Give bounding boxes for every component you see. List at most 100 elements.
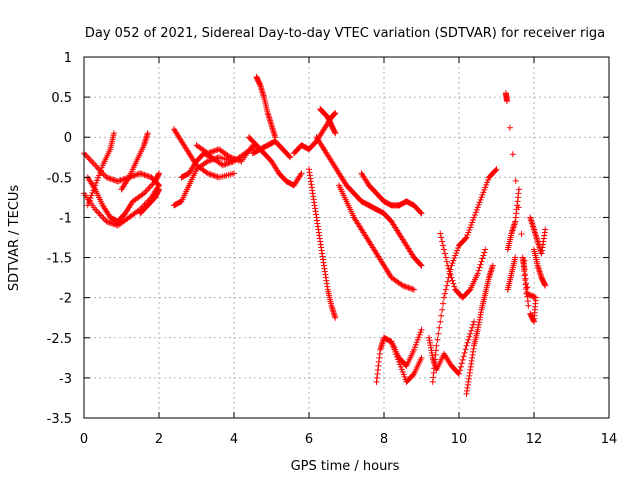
data-point-marker	[418, 354, 425, 361]
data-point-marker	[103, 218, 110, 225]
x-axis-ticks: 0 2 4 6 8 10 12 14	[80, 57, 617, 447]
data-point-marker	[82, 151, 89, 158]
data-point-marker	[460, 353, 467, 360]
series-track-l	[246, 134, 305, 189]
data-point-marker	[206, 149, 213, 156]
data-point-marker	[463, 234, 470, 241]
data-points	[81, 74, 549, 397]
data-point-marker	[417, 261, 424, 268]
data-point-marker	[95, 209, 102, 216]
y-tick-label: -1.5	[47, 252, 72, 267]
data-point-marker	[462, 235, 469, 242]
data-point-marker	[87, 194, 94, 201]
data-point-marker	[471, 211, 478, 218]
series-track-y	[463, 262, 496, 397]
data-point-marker	[450, 280, 457, 287]
grid-lines	[84, 57, 609, 418]
chart-title: Day 052 of 2021, Sidereal Day-to-day VTE…	[85, 26, 605, 41]
data-point-marker	[481, 186, 488, 193]
series-track-z	[504, 186, 522, 253]
y-tick-label: 1	[64, 51, 72, 66]
series-track-m	[249, 138, 294, 161]
data-point-marker	[512, 177, 519, 184]
data-point-marker	[411, 286, 417, 293]
data-point-marker	[466, 287, 473, 294]
data-point-marker	[298, 170, 305, 177]
data-point-marker	[482, 184, 489, 191]
data-point-marker	[99, 213, 106, 220]
data-point-marker	[478, 258, 485, 265]
series-track-r	[336, 182, 417, 293]
series-track-f	[137, 186, 162, 217]
series-track-e	[118, 130, 151, 193]
x-tick-label: 2	[155, 432, 163, 447]
data-point-marker	[204, 158, 211, 165]
x-tick-label: 4	[230, 432, 238, 447]
data-point-marker	[449, 260, 456, 267]
data-point-marker	[464, 231, 471, 238]
data-point-marker	[410, 371, 417, 378]
series-track-p	[306, 166, 339, 321]
data-point-marker	[111, 130, 117, 137]
data-point-marker	[120, 176, 127, 183]
data-point-marker	[476, 264, 483, 271]
data-point-marker	[93, 163, 100, 170]
data-point-marker	[471, 214, 477, 221]
data-point-marker	[145, 173, 152, 180]
data-point-marker	[116, 177, 123, 184]
data-point-marker	[468, 327, 475, 334]
x-tick-label: 6	[305, 432, 313, 447]
data-point-marker	[456, 370, 462, 377]
series-track-s	[358, 170, 425, 217]
y-tick-label: -2.5	[47, 332, 72, 347]
data-point-marker	[91, 184, 98, 191]
data-point-marker	[474, 270, 481, 277]
data-point-marker	[481, 249, 488, 256]
data-point-marker	[438, 234, 445, 241]
data-point-marker	[287, 154, 294, 161]
data-point-marker	[85, 199, 92, 206]
data-point-marker	[100, 171, 107, 178]
data-point-marker	[403, 284, 410, 291]
data-point-marker	[451, 255, 458, 262]
data-point-marker	[392, 348, 399, 355]
data-point-marker	[479, 255, 486, 262]
data-point-marker	[97, 167, 104, 174]
data-point-marker	[492, 167, 499, 174]
data-point-marker	[466, 333, 473, 340]
data-point-marker	[442, 286, 449, 293]
y-tick-label: -2	[59, 292, 72, 307]
data-point-marker	[462, 346, 469, 353]
data-point-marker	[525, 302, 532, 309]
data-point-marker	[469, 219, 476, 226]
data-point-marker	[391, 346, 398, 353]
data-point-marker	[89, 189, 96, 196]
data-point-marker	[414, 336, 421, 343]
data-point-marker	[448, 274, 455, 281]
data-point-marker	[93, 207, 100, 214]
series-track-a	[81, 150, 162, 189]
data-point-marker	[211, 172, 218, 179]
data-point-marker	[417, 209, 424, 216]
data-point-marker	[482, 246, 489, 253]
data-point-marker	[145, 185, 152, 192]
data-point-marker	[144, 130, 151, 137]
series-track-q	[313, 134, 425, 269]
data-point-marker	[441, 290, 448, 297]
series-track-n	[291, 110, 339, 157]
data-point-marker	[413, 339, 420, 346]
data-point-marker	[459, 356, 466, 363]
data-point-marker	[456, 367, 463, 374]
data-point-marker	[463, 342, 470, 349]
data-point-marker	[207, 171, 214, 178]
data-point-marker	[90, 187, 97, 194]
data-point-marker	[96, 210, 103, 217]
data-point-marker	[465, 229, 472, 236]
data-point-marker	[142, 172, 149, 179]
data-point-marker	[208, 171, 215, 178]
data-point-marker	[133, 171, 140, 178]
data-point-marker	[454, 247, 461, 254]
data-point-marker	[399, 368, 406, 375]
x-tick-label: 8	[380, 432, 388, 447]
data-point-marker	[156, 170, 162, 177]
